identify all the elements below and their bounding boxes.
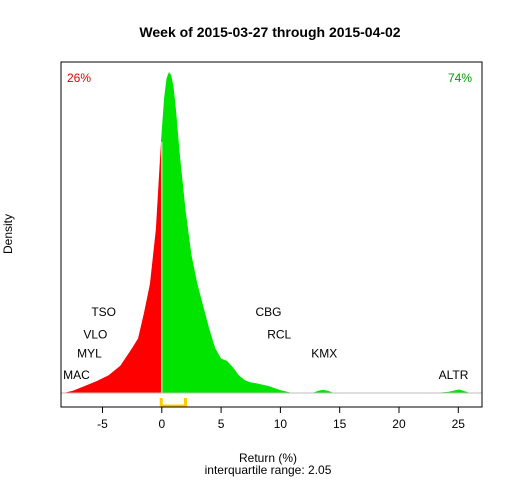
interquartile-range-bracket [159,398,188,408]
x-axis-label: Return (%) [239,451,297,465]
chart-title: Week of 2015-03-27 through 2015-04-02 [139,24,400,40]
annotation-myl: MYL [77,347,102,361]
annotation-tso: TSO [91,305,116,319]
annotation-vlo: VLO [83,327,107,341]
x-tick-label: 10 [274,417,288,431]
x-tick-label: 20 [392,417,406,431]
positive-returns-area [161,72,477,393]
plot-frame [60,61,483,408]
ticker-annotations: TSO VLO MYL MAC CBG RCL KMX ALTR [63,305,469,382]
negative-share-label: 26% [67,71,91,85]
x-tick-label: 25 [452,417,466,431]
annotation-rcl: RCL [267,327,291,341]
x-tick-label: 15 [333,417,347,431]
x-tick-label: 0 [158,417,165,431]
iqr-subtitle: interquartile range: 2.05 [205,463,332,477]
x-tick-label: 5 [218,417,225,431]
annotation-altr: ALTR [439,368,469,382]
positive-share-label: 74% [448,71,472,85]
annotation-kmx: KMX [311,347,337,361]
negative-returns-area [63,129,162,393]
annotation-mac: MAC [63,368,90,382]
annotation-cbg: CBG [256,305,282,319]
x-axis: -5 0 5 10 15 20 25 [97,407,465,431]
x-tick-label: -5 [97,417,108,431]
y-axis-label: Density [1,214,15,254]
